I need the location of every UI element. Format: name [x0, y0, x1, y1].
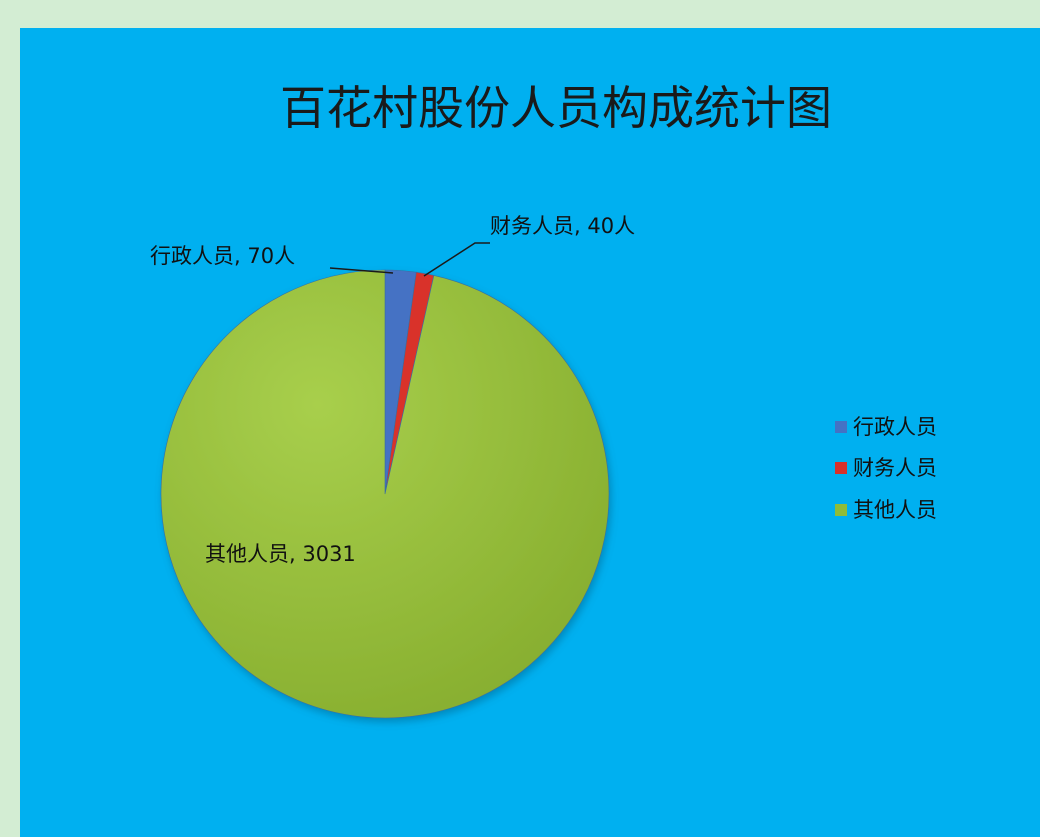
legend: 行政人员 财务人员 其他人员: [835, 415, 937, 522]
legend-swatch-admin: [835, 421, 847, 433]
legend-swatch-other: [835, 504, 847, 516]
data-label-admin: 行政人员, 70人: [150, 244, 295, 268]
legend-entry-admin: 行政人员: [853, 415, 937, 439]
data-label-finance: 财务人员, 40人: [490, 214, 635, 238]
legend-swatch-finance: [835, 462, 847, 474]
legend-entry-other: 其他人员: [853, 498, 937, 522]
pie-slice-other: [160, 269, 610, 719]
data-label-other: 其他人员, 3031: [205, 542, 356, 566]
legend-entry-finance: 财务人员: [853, 456, 937, 480]
pie-chart: 百花村股份人员构成统计图 行政人员, 70人 财务人员, 40人 其他人员, 3…: [150, 81, 937, 719]
chart-title: 百花村股份人员构成统计图: [280, 81, 832, 135]
chart-area: 百花村股份人员构成统计图 行政人员, 70人 财务人员, 40人 其他人员, 3…: [20, 28, 1040, 837]
leader-line-finance: [423, 242, 490, 277]
pie-slices: [160, 269, 610, 719]
leader-line-admin: [329, 267, 394, 274]
